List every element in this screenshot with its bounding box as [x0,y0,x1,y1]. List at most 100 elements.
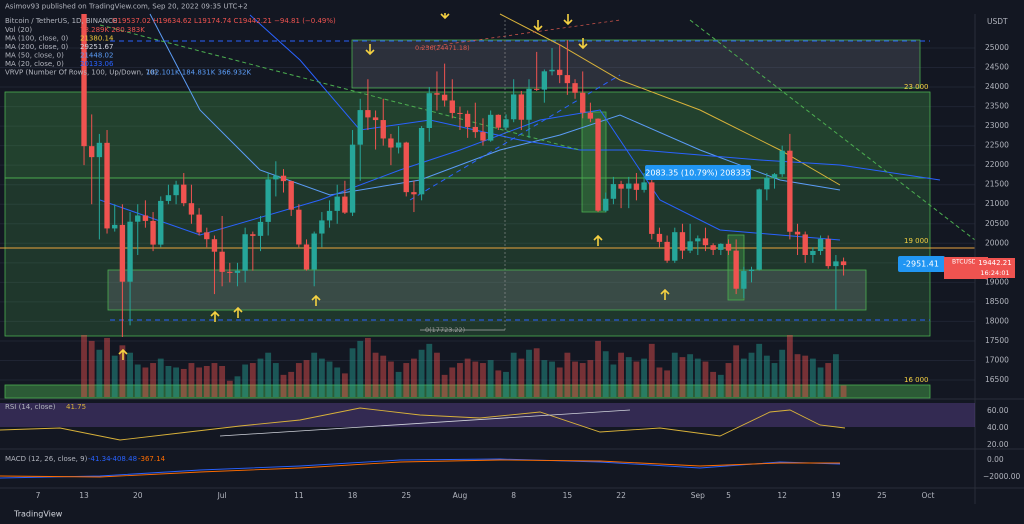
volume-bar [372,352,379,397]
volume-bar [142,367,149,397]
rsi-trend [219,409,631,437]
volume-bar [618,352,624,397]
legend-value: 20133.06 [80,60,114,68]
rsi-band [0,403,975,427]
candle-body [833,261,839,267]
volume-bar [733,345,740,397]
volume-bar [526,349,532,397]
volume-bar [426,343,433,397]
candle-body [242,234,248,271]
candle-body [587,112,594,119]
indicators [99,13,976,331]
candle-body [771,174,778,178]
x-tick-label: 25 [877,491,887,500]
candle-body [434,93,440,95]
candle-body [518,94,525,120]
x-tick-label: 12 [777,491,787,500]
candles [81,14,847,338]
volumes [81,335,847,397]
candle-body [787,150,793,232]
zone-lower [4,384,931,399]
candle-body [810,251,816,255]
candle-body [510,94,517,120]
volume-bar [272,363,279,397]
candle-body [695,238,701,242]
y-tick-label: 22500 [985,141,1009,150]
candle-body [319,220,325,234]
macd-tick: −2000.00 [983,472,1021,481]
rsi-value: 41.75 [66,403,86,411]
candle-body [288,181,294,210]
volume-bar [104,337,110,397]
volume-bar [671,352,678,397]
volume-bar [81,335,87,397]
ma-line [249,14,941,181]
y-tick-label: 21000 [985,199,1009,208]
brand: TradingView [13,510,63,519]
candle-body [495,114,502,128]
candle-body [250,234,256,236]
candle-body [480,132,486,141]
volume-bar [656,367,663,397]
volume-bar [326,361,333,397]
volume-bar [311,352,318,397]
header-bar [0,0,1024,13]
volume-bar [119,345,126,397]
zone-box [107,269,867,311]
candle-body [150,220,156,245]
candle-body [142,215,149,221]
candle-body [580,92,586,113]
candle-body [664,241,670,261]
candle-body [541,71,548,90]
candle-body [81,14,87,147]
volume-bar [173,367,180,397]
candle-body [334,196,340,211]
candle-body [311,233,317,270]
volume-bar [702,361,709,397]
candle-body [165,195,172,201]
rsi-title: RSI (14, close) [5,403,56,411]
volume-bar [694,358,701,397]
volume-bar [832,354,839,397]
volume-bar [196,367,203,397]
candle-body [595,118,601,211]
zone-label: 23 000 [904,83,929,91]
candle-body [610,184,617,199]
macd-title: MACD (12, 26, close, 9) [5,455,88,463]
candle-body [89,146,95,158]
volume-bar [633,361,640,397]
candle-body [457,112,463,114]
arrow [118,348,128,360]
legend-value: 21448.02 [80,52,113,60]
volume-bar [219,366,226,397]
volume-bar [111,355,118,397]
x-tick-label: Jul [217,491,227,500]
y-tick-label: 16500 [985,375,1009,384]
candle-body [472,126,478,133]
last-price: 19442.21 [978,259,1011,267]
ma-line [99,109,841,241]
candle-body [487,114,494,141]
candle-body [441,94,448,101]
volume-bar [288,371,295,397]
candle-body [779,150,785,175]
candle-body [349,144,356,213]
candle-body [135,215,141,222]
candle-body [764,177,770,190]
arrow [233,306,243,318]
arrow [563,14,573,26]
volume-bar [556,367,563,397]
candle-body [710,245,716,250]
candle-body [104,142,110,229]
trend-line [409,74,621,201]
arrow [311,294,321,306]
candle-body [464,113,471,127]
candle-body [687,241,693,251]
x-tick-label: 15 [563,491,573,500]
volume-bar [679,357,686,397]
volume-bar [318,358,325,397]
last-price-tag [975,258,1015,278]
candle-body [219,251,225,272]
candle-body [679,232,686,251]
